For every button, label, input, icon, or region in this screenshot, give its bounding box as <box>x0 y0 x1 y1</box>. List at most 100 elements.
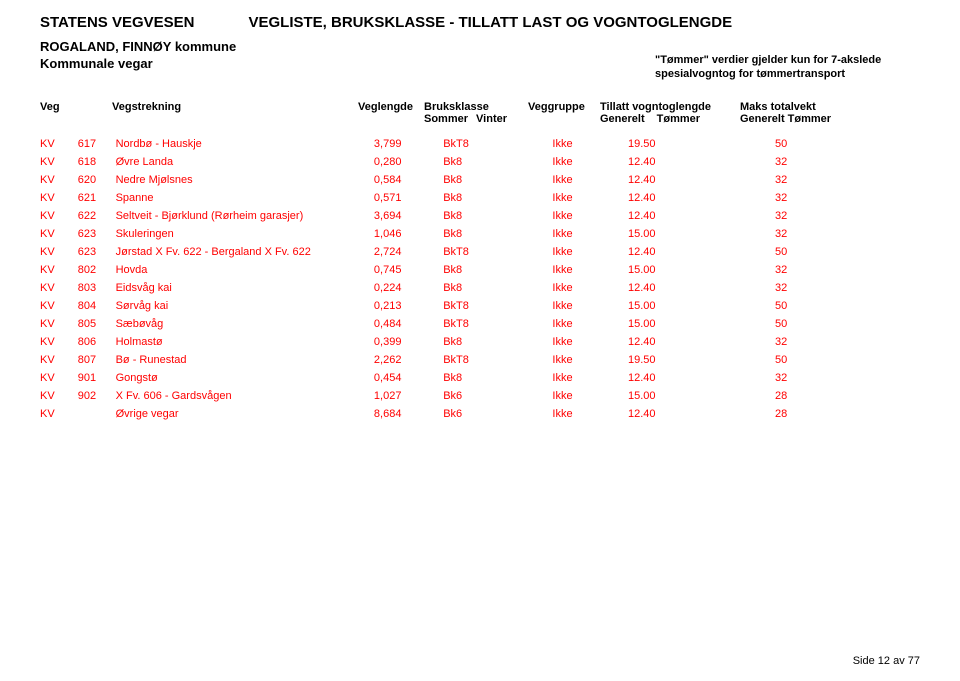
cell-kv: KV <box>40 243 78 261</box>
cell-bk: Bk8 <box>443 279 552 297</box>
cell-tot: 28 <box>775 387 920 405</box>
cell-grp: Ikke <box>552 243 628 261</box>
table-row: KVØvrige vegar8,684Bk6Ikke12.4028 <box>40 405 920 423</box>
col-veggruppe: Veggruppe <box>528 101 600 125</box>
cell-len: 0,399 <box>374 333 443 351</box>
cell-til: 19.50 <box>628 135 775 153</box>
cell-grp: Ikke <box>552 405 628 423</box>
cell-tot: 32 <box>775 189 920 207</box>
cell-kv: KV <box>40 387 78 405</box>
cell-bk: Bk8 <box>443 369 552 387</box>
cell-name: Holmastø <box>116 333 374 351</box>
cell-len: 3,799 <box>374 135 443 153</box>
cell-name: X Fv. 606 - Gardsvågen <box>116 387 374 405</box>
cell-tot: 32 <box>775 207 920 225</box>
cell-num: 802 <box>78 261 116 279</box>
cell-len: 2,262 <box>374 351 443 369</box>
cell-tot: 50 <box>775 135 920 153</box>
col-maks-sub: Generelt Tømmer <box>740 113 878 125</box>
cell-bk: Bk8 <box>443 333 552 351</box>
table-row: KV803Eidsvåg kai0,224Bk8Ikke12.4032 <box>40 279 920 297</box>
table-row: KV620Nedre Mjølsnes0,584Bk8Ikke12.4032 <box>40 171 920 189</box>
col-bruksklasse: Bruksklasse Sommer Vinter <box>424 101 528 125</box>
cell-til: 15.00 <box>628 261 775 279</box>
cell-num: 806 <box>78 333 116 351</box>
cell-grp: Ikke <box>552 387 628 405</box>
cell-tot: 32 <box>775 171 920 189</box>
col-maks: Maks totalvekt Generelt Tømmer <box>740 101 878 125</box>
cell-tot: 50 <box>775 243 920 261</box>
cell-tot: 50 <box>775 315 920 333</box>
cell-bk: Bk8 <box>443 171 552 189</box>
cell-kv: KV <box>40 207 78 225</box>
cell-grp: Ikke <box>552 225 628 243</box>
cell-grp: Ikke <box>552 297 628 315</box>
cell-bk: BkT8 <box>443 351 552 369</box>
cell-name: Hovda <box>116 261 374 279</box>
col-tillatt: Tillatt vogntoglengde Generelt Tømmer <box>600 101 740 125</box>
table-row: KV804Sørvåg kai0,213BkT8Ikke15.0050 <box>40 297 920 315</box>
cell-num: 623 <box>78 243 116 261</box>
cell-til: 12.40 <box>628 369 775 387</box>
cell-til: 15.00 <box>628 297 775 315</box>
cell-bk: Bk8 <box>443 153 552 171</box>
cell-len: 0,571 <box>374 189 443 207</box>
cell-len: 0,280 <box>374 153 443 171</box>
cell-grp: Ikke <box>552 153 628 171</box>
cell-til: 15.00 <box>628 225 775 243</box>
cell-kv: KV <box>40 297 78 315</box>
cell-grp: Ikke <box>552 207 628 225</box>
cell-grp: Ikke <box>552 333 628 351</box>
table-header: Veg Vegstrekning Veglengde Bruksklasse S… <box>40 101 920 125</box>
cell-name: Jørstad X Fv. 622 - Bergaland X Fv. 622 <box>116 243 374 261</box>
cell-kv: KV <box>40 135 78 153</box>
table-row: KV617Nordbø - Hauskje3,799BkT8Ikke19.505… <box>40 135 920 153</box>
cell-tot: 50 <box>775 351 920 369</box>
vegliste-title: VEGLISTE, BRUKSKLASSE - TILLATT LAST OG … <box>248 14 732 31</box>
cell-bk: Bk6 <box>443 387 552 405</box>
cell-bk: BkT8 <box>443 315 552 333</box>
table-row: KV623Skuleringen1,046Bk8Ikke15.0032 <box>40 225 920 243</box>
cell-len: 1,046 <box>374 225 443 243</box>
page-footer: Side 12 av 77 <box>853 655 920 667</box>
cell-grp: Ikke <box>552 261 628 279</box>
cell-bk: BkT8 <box>443 135 552 153</box>
cell-len: 2,724 <box>374 243 443 261</box>
cell-bk: Bk8 <box>443 261 552 279</box>
col-vegstrekning: Vegstrekning <box>112 101 358 125</box>
cell-tot: 32 <box>775 225 920 243</box>
cell-len: 1,027 <box>374 387 443 405</box>
col-tillatt-tommer: Tømmer <box>657 113 700 125</box>
cell-len: 8,684 <box>374 405 443 423</box>
cell-kv: KV <box>40 261 78 279</box>
cell-num: 617 <box>78 135 116 153</box>
cell-til: 12.40 <box>628 189 775 207</box>
cell-grp: Ikke <box>552 351 628 369</box>
cell-kv: KV <box>40 369 78 387</box>
page: STATENS VEGVESEN VEGLISTE, BRUKSKLASSE -… <box>0 0 960 681</box>
table-row: KV621Spanne0,571Bk8Ikke12.4032 <box>40 189 920 207</box>
cell-name: Bø - Runestad <box>116 351 374 369</box>
cell-name: Eidsvåg kai <box>116 279 374 297</box>
cell-grp: Ikke <box>552 135 628 153</box>
cell-name: Skuleringen <box>116 225 374 243</box>
cell-kv: KV <box>40 225 78 243</box>
col-veglengde: Veglengde <box>358 101 424 125</box>
cell-num: 620 <box>78 171 116 189</box>
table-row: KV623Jørstad X Fv. 622 - Bergaland X Fv.… <box>40 243 920 261</box>
cell-bk: BkT8 <box>443 243 552 261</box>
cell-num: 807 <box>78 351 116 369</box>
cell-name: Gongstø <box>116 369 374 387</box>
table-row: KV622Seltveit - Bjørklund (Rørheim garas… <box>40 207 920 225</box>
cell-num: 901 <box>78 369 116 387</box>
cell-num: 621 <box>78 189 116 207</box>
col-veg: Veg <box>40 101 76 125</box>
cell-len: 0,745 <box>374 261 443 279</box>
cell-kv: KV <box>40 171 78 189</box>
data-table: KV617Nordbø - Hauskje3,799BkT8Ikke19.505… <box>40 135 920 423</box>
cell-num: 622 <box>78 207 116 225</box>
cell-til: 15.00 <box>628 315 775 333</box>
col-spacer <box>76 101 112 125</box>
cell-num: 803 <box>78 279 116 297</box>
cell-tot: 32 <box>775 153 920 171</box>
